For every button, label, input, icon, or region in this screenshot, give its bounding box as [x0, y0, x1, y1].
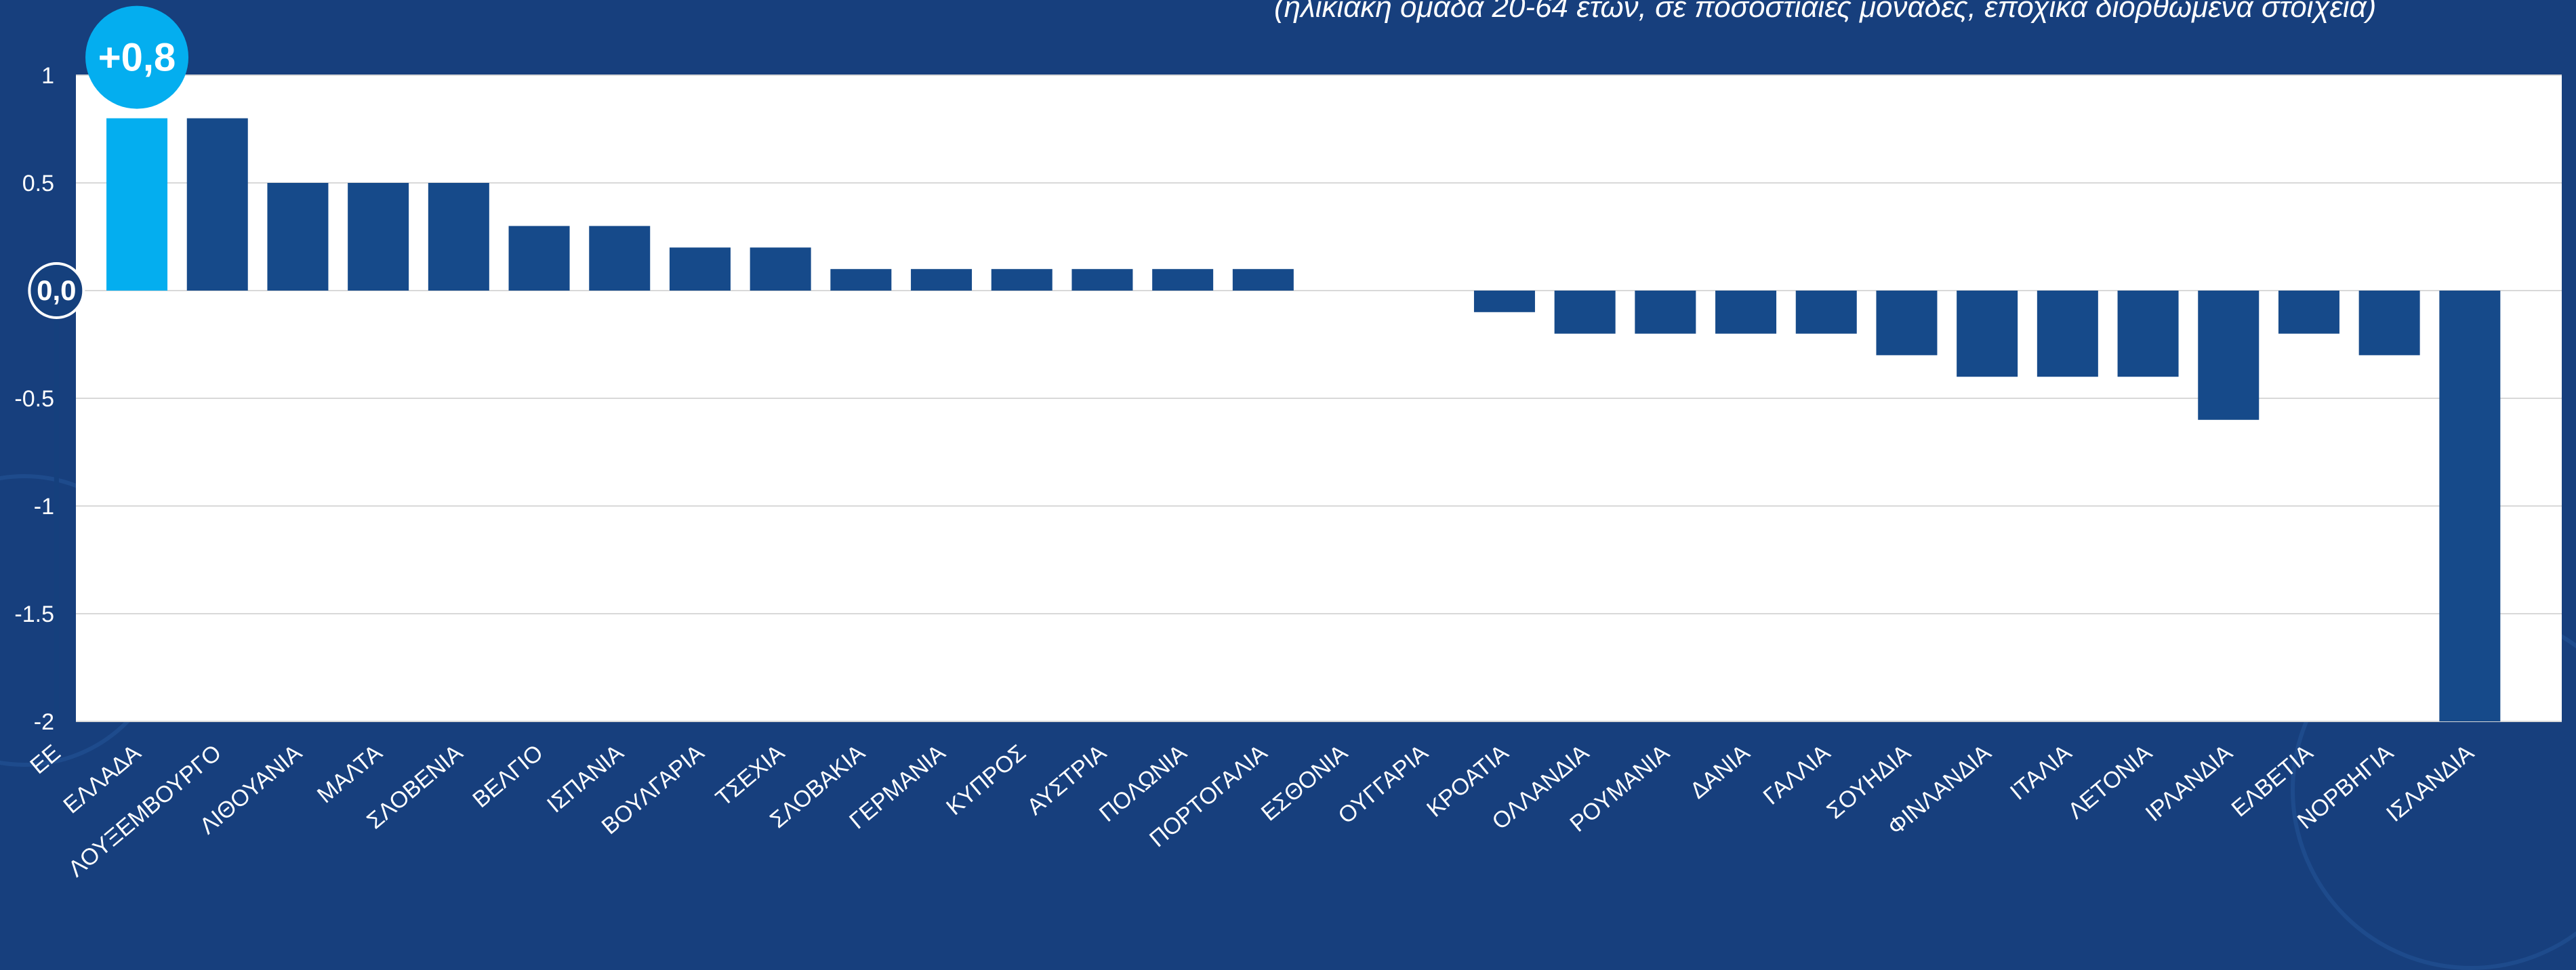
bar-ΦΙΝΛΑΝΔΙΑ: [1957, 291, 2018, 377]
bar-ΚΡΟΑΤΙΑ: [1473, 291, 1535, 312]
bar-ΟΛΛΑΝΔΙΑ: [1554, 291, 1616, 334]
y-tick-label: -0.5: [14, 386, 54, 412]
bars: [54, 118, 2501, 721]
bar-ΜΑΛΤΑ: [348, 183, 409, 291]
bar-ΚΥΠΡΟΣ: [991, 269, 1052, 291]
x-tick-label: ΚΥΠΡΟΣ: [941, 740, 1031, 820]
bar-ΝΟΡΒΗΓΙΑ: [2358, 291, 2420, 356]
bar-ΓΑΛΛΙΑ: [1795, 291, 1857, 334]
bar-ΣΛΟΒΑΚΙΑ: [830, 269, 892, 291]
x-tick-label: ΜΑΛΤΑ: [312, 740, 388, 808]
x-tick-label: ΛΟΥΞΕΜΒΟΥΡΓΟ: [64, 740, 226, 882]
bar-ΕΛΒΕΤΙΑ: [2278, 291, 2339, 334]
bar-ΠΟΛΩΝΙΑ: [1152, 269, 1214, 291]
x-tick-label: ΟΥΓΓΑΡΙΑ: [1334, 740, 1433, 829]
x-tick-label: ΙΡΛΑΝΔΙΑ: [2141, 740, 2238, 827]
bar-ΙΣΠΑΝΙΑ: [589, 226, 651, 291]
value-badges: +0,8 0,0: [28, 5, 189, 319]
bar-ΙΡΛΑΝΔΙΑ: [2198, 291, 2260, 420]
x-tick-label: ΙΤΑΛΙΑ: [2005, 740, 2077, 805]
bar-ΒΕΛΓΙΟ: [508, 226, 570, 291]
bar-ΠΟΡΤΟΓΑΛΙΑ: [1232, 269, 1294, 291]
y-tick-label: -2: [34, 709, 54, 735]
badge-circle: [28, 262, 85, 319]
y-tick-label: -1.5: [14, 602, 54, 627]
bar-ΔΑΝΙΑ: [1715, 291, 1777, 334]
badge-label: +0,8: [98, 36, 176, 80]
bar-ΛΙΘΟΥΑΝΙΑ: [267, 183, 329, 291]
x-tick-label: ΒΕΛΓΙΟ: [468, 740, 548, 813]
x-tick-label: ΕΕ: [25, 740, 65, 779]
x-tick-label: ΙΣΛΑΝΔΙΑ: [2381, 740, 2479, 827]
grid-lines: [76, 75, 2562, 722]
bar-ΕΛΛΑΔΑ: [106, 118, 168, 291]
bar-ΑΥΣΤΡΙΑ: [1071, 269, 1133, 291]
bar-ΤΣΕΧΙΑ: [750, 247, 811, 291]
bar-ΛΟΥΞΕΜΒΟΥΡΓΟ: [186, 118, 248, 291]
bar-ΣΟΥΗΔΙΑ: [1876, 291, 1938, 356]
badge-label: 0,0: [37, 274, 76, 306]
bar-chart: 10.50-0.5-1-1.5-2 ΕΕΕΛΛΑΔΑΛΟΥΞΕΜΒΟΥΡΓΟΛΙ…: [14, 5, 2562, 882]
bar-ΙΤΑΛΙΑ: [2037, 291, 2098, 377]
x-tick-label: ΓΑΛΛΙΑ: [1759, 740, 1835, 810]
badge-circle: [85, 5, 189, 109]
bar-ΙΣΛΑΝΔΙΑ: [2439, 291, 2501, 721]
bar-ΒΟΥΛΓΑΡΙΑ: [669, 247, 731, 291]
bar-ΛΕΤΟΝΙΑ: [2117, 291, 2179, 377]
x-tick-label: ΛΕΤΟΝΙΑ: [2063, 740, 2157, 824]
y-tick-label: 0.5: [22, 171, 54, 196]
bar-ΡΟΥΜΑΝΙΑ: [1635, 291, 1696, 334]
bar-ΓΕΡΜΑΝΙΑ: [911, 269, 973, 291]
chart-subtitle: (ηλικιακή ομάδα 20-64 ετών, σε ποσοστιαί…: [1274, 0, 2377, 24]
y-tick-label: -1: [34, 494, 54, 520]
x-tick-label: ΔΑΝΙΑ: [1685, 740, 1755, 804]
bar-ΣΛΟΒΕΝΙΑ: [428, 183, 489, 291]
y-tick-label: 1: [41, 63, 54, 89]
x-tick-label: ΤΣΕΧΙΑ: [711, 740, 790, 811]
y-axis: 10.50-0.5-1-1.5-2: [14, 63, 54, 735]
